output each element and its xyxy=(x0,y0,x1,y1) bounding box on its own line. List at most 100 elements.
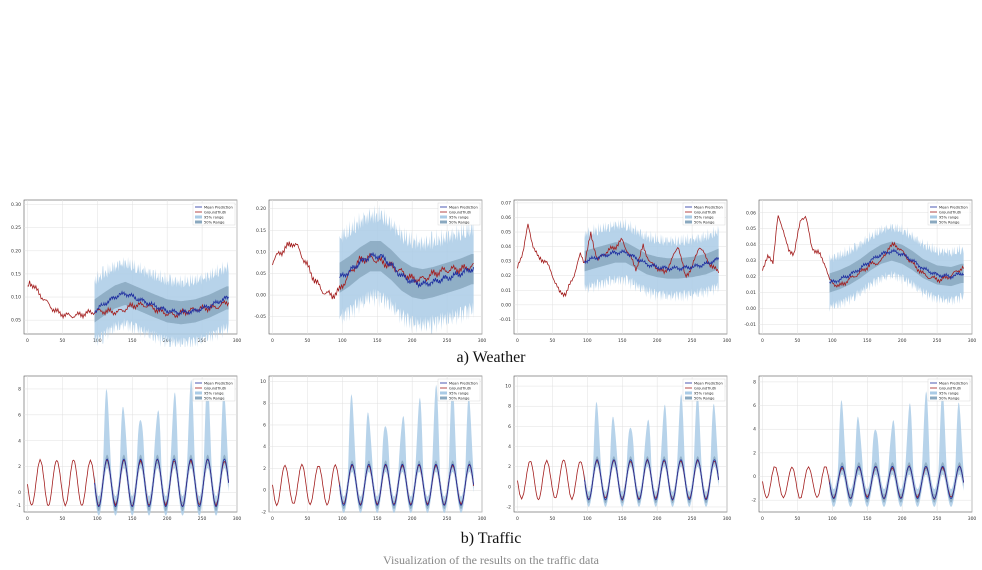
ground-truth-line xyxy=(272,241,474,300)
y-tick-label: -2 xyxy=(262,510,267,516)
x-tick-label: 200 xyxy=(408,338,417,344)
x-tick-label: 250 xyxy=(933,516,942,522)
x-tick-label: 150 xyxy=(128,516,137,522)
legend-label: Mean Prediction xyxy=(694,381,723,385)
mean-prediction-line xyxy=(829,248,964,285)
y-tick-label: 0.03 xyxy=(746,258,756,264)
legend-label: GroundTruth xyxy=(204,386,226,390)
figure-caption: Visualization of the results on the traf… xyxy=(383,553,599,567)
x-tick-label: 300 xyxy=(478,516,487,522)
y-tick-label: 0.05 xyxy=(11,318,21,324)
y-tick-label: 0.03 xyxy=(501,259,511,265)
y-tick-label: 0.25 xyxy=(11,225,21,231)
legend-label: 50% Range xyxy=(449,220,470,224)
x-tick-label: 100 xyxy=(828,338,837,344)
legend-swatch xyxy=(440,220,447,224)
mean-prediction-line xyxy=(339,463,475,506)
ground-truth-line xyxy=(517,223,720,298)
traffic-chart-4: 0 50 100 150 200 250 300 -2 0 2 4 6 8 Mean Prediction… xyxy=(752,375,976,522)
y-tick-label: 0.01 xyxy=(746,290,756,296)
legend-label: 50% Range xyxy=(694,220,715,224)
y-tick-label: 8 xyxy=(753,379,756,385)
x-tick-label: 150 xyxy=(618,338,627,344)
x-tick-label: 150 xyxy=(373,516,382,522)
y-tick-label: 2 xyxy=(753,450,756,456)
weather-caption: a) Weather xyxy=(456,349,526,366)
y-tick-label: 2 xyxy=(18,464,21,470)
x-tick-label: 150 xyxy=(863,516,872,522)
legend-label: GroundTruth xyxy=(204,210,226,214)
x-tick-label: 50 xyxy=(795,516,801,522)
legend-swatch xyxy=(685,215,692,219)
x-tick-label: 100 xyxy=(93,516,102,522)
y-tick-label: 0.10 xyxy=(11,295,21,301)
x-tick-label: 100 xyxy=(583,516,592,522)
x-tick-label: 150 xyxy=(618,516,627,522)
y-tick-label: 4 xyxy=(18,438,21,444)
legend-swatch xyxy=(930,215,937,219)
mean-prediction-line xyxy=(94,290,229,317)
legend-box xyxy=(927,202,971,226)
ground-truth-line xyxy=(762,215,964,288)
mean-prediction-line xyxy=(94,458,230,508)
y-tick-label: 8 xyxy=(263,401,266,407)
x-tick-label: 0 xyxy=(271,338,274,344)
legend-swatch xyxy=(930,220,937,224)
legend-swatch xyxy=(685,396,692,400)
x-tick-label: 50 xyxy=(795,338,801,344)
x-tick-label: 250 xyxy=(443,338,452,344)
x-tick-label: 250 xyxy=(198,516,207,522)
legend-box xyxy=(192,378,236,402)
mean-prediction-line xyxy=(584,459,720,501)
legend-swatch xyxy=(195,391,202,395)
legend-label: 50% Range xyxy=(939,396,960,400)
legend-swatch xyxy=(930,396,937,400)
legend-label: GroundTruth xyxy=(449,386,471,390)
x-tick-label: 0 xyxy=(26,338,29,344)
x-tick-label: 200 xyxy=(653,338,662,344)
legend-label: Mean Prediction xyxy=(449,205,478,209)
x-tick-label: 50 xyxy=(60,516,66,522)
y-tick-label: 6 xyxy=(753,403,756,409)
legend-label: GroundTruth xyxy=(939,210,961,214)
legend-label: 95% range xyxy=(204,391,224,395)
x-tick-label: 200 xyxy=(163,516,172,522)
x-tick-label: 250 xyxy=(443,516,452,522)
weather-chart-1: 0501001502002503000.050.100.150.200.250.… xyxy=(11,199,242,347)
y-tick-label: 0.04 xyxy=(501,244,511,250)
legend-label: Mean Prediction xyxy=(694,205,723,209)
y-tick-label: 0 xyxy=(508,484,511,490)
legend-box xyxy=(437,202,481,226)
x-tick-label: 300 xyxy=(233,338,242,344)
y-tick-label: 0.02 xyxy=(746,274,756,280)
x-tick-label: 50 xyxy=(550,338,556,344)
x-tick-label: 250 xyxy=(933,338,942,344)
legend-label: 95% range xyxy=(449,391,469,395)
y-tick-label: 4 xyxy=(263,444,266,450)
traffic-chart-3: 0 50 100 150 200 250 300 -2 0 2 4 6 8 10 Mean Predicti… xyxy=(505,375,731,522)
x-tick-label: 250 xyxy=(688,338,697,344)
x-tick-label: 50 xyxy=(60,338,66,344)
y-tick-label: 6 xyxy=(263,422,266,428)
x-tick-label: 100 xyxy=(828,516,837,522)
y-tick-label: 0.00 xyxy=(501,302,511,308)
x-tick-label: 300 xyxy=(723,338,732,344)
x-tick-label: 100 xyxy=(583,338,592,344)
mean-prediction-line xyxy=(829,465,965,500)
legend-swatch xyxy=(440,391,447,395)
y-tick-label: 0 xyxy=(18,490,21,496)
y-tick-label: 6 xyxy=(508,424,511,430)
legend-swatch xyxy=(195,215,202,219)
legend-label: 50% Range xyxy=(204,220,225,224)
band-95-range xyxy=(339,384,474,513)
legend-swatch xyxy=(685,220,692,224)
band-95-range xyxy=(829,391,964,507)
legend-box xyxy=(192,202,236,226)
y-tick-label: 8 xyxy=(508,404,511,410)
legend-label: Mean Prediction xyxy=(204,205,233,209)
legend-label: 95% range xyxy=(694,391,714,395)
y-tick-label: -0.01 xyxy=(744,322,756,328)
legend-label: GroundTruth xyxy=(694,210,716,214)
legend-box xyxy=(682,202,726,226)
y-tick-label: 0.00 xyxy=(746,306,756,312)
